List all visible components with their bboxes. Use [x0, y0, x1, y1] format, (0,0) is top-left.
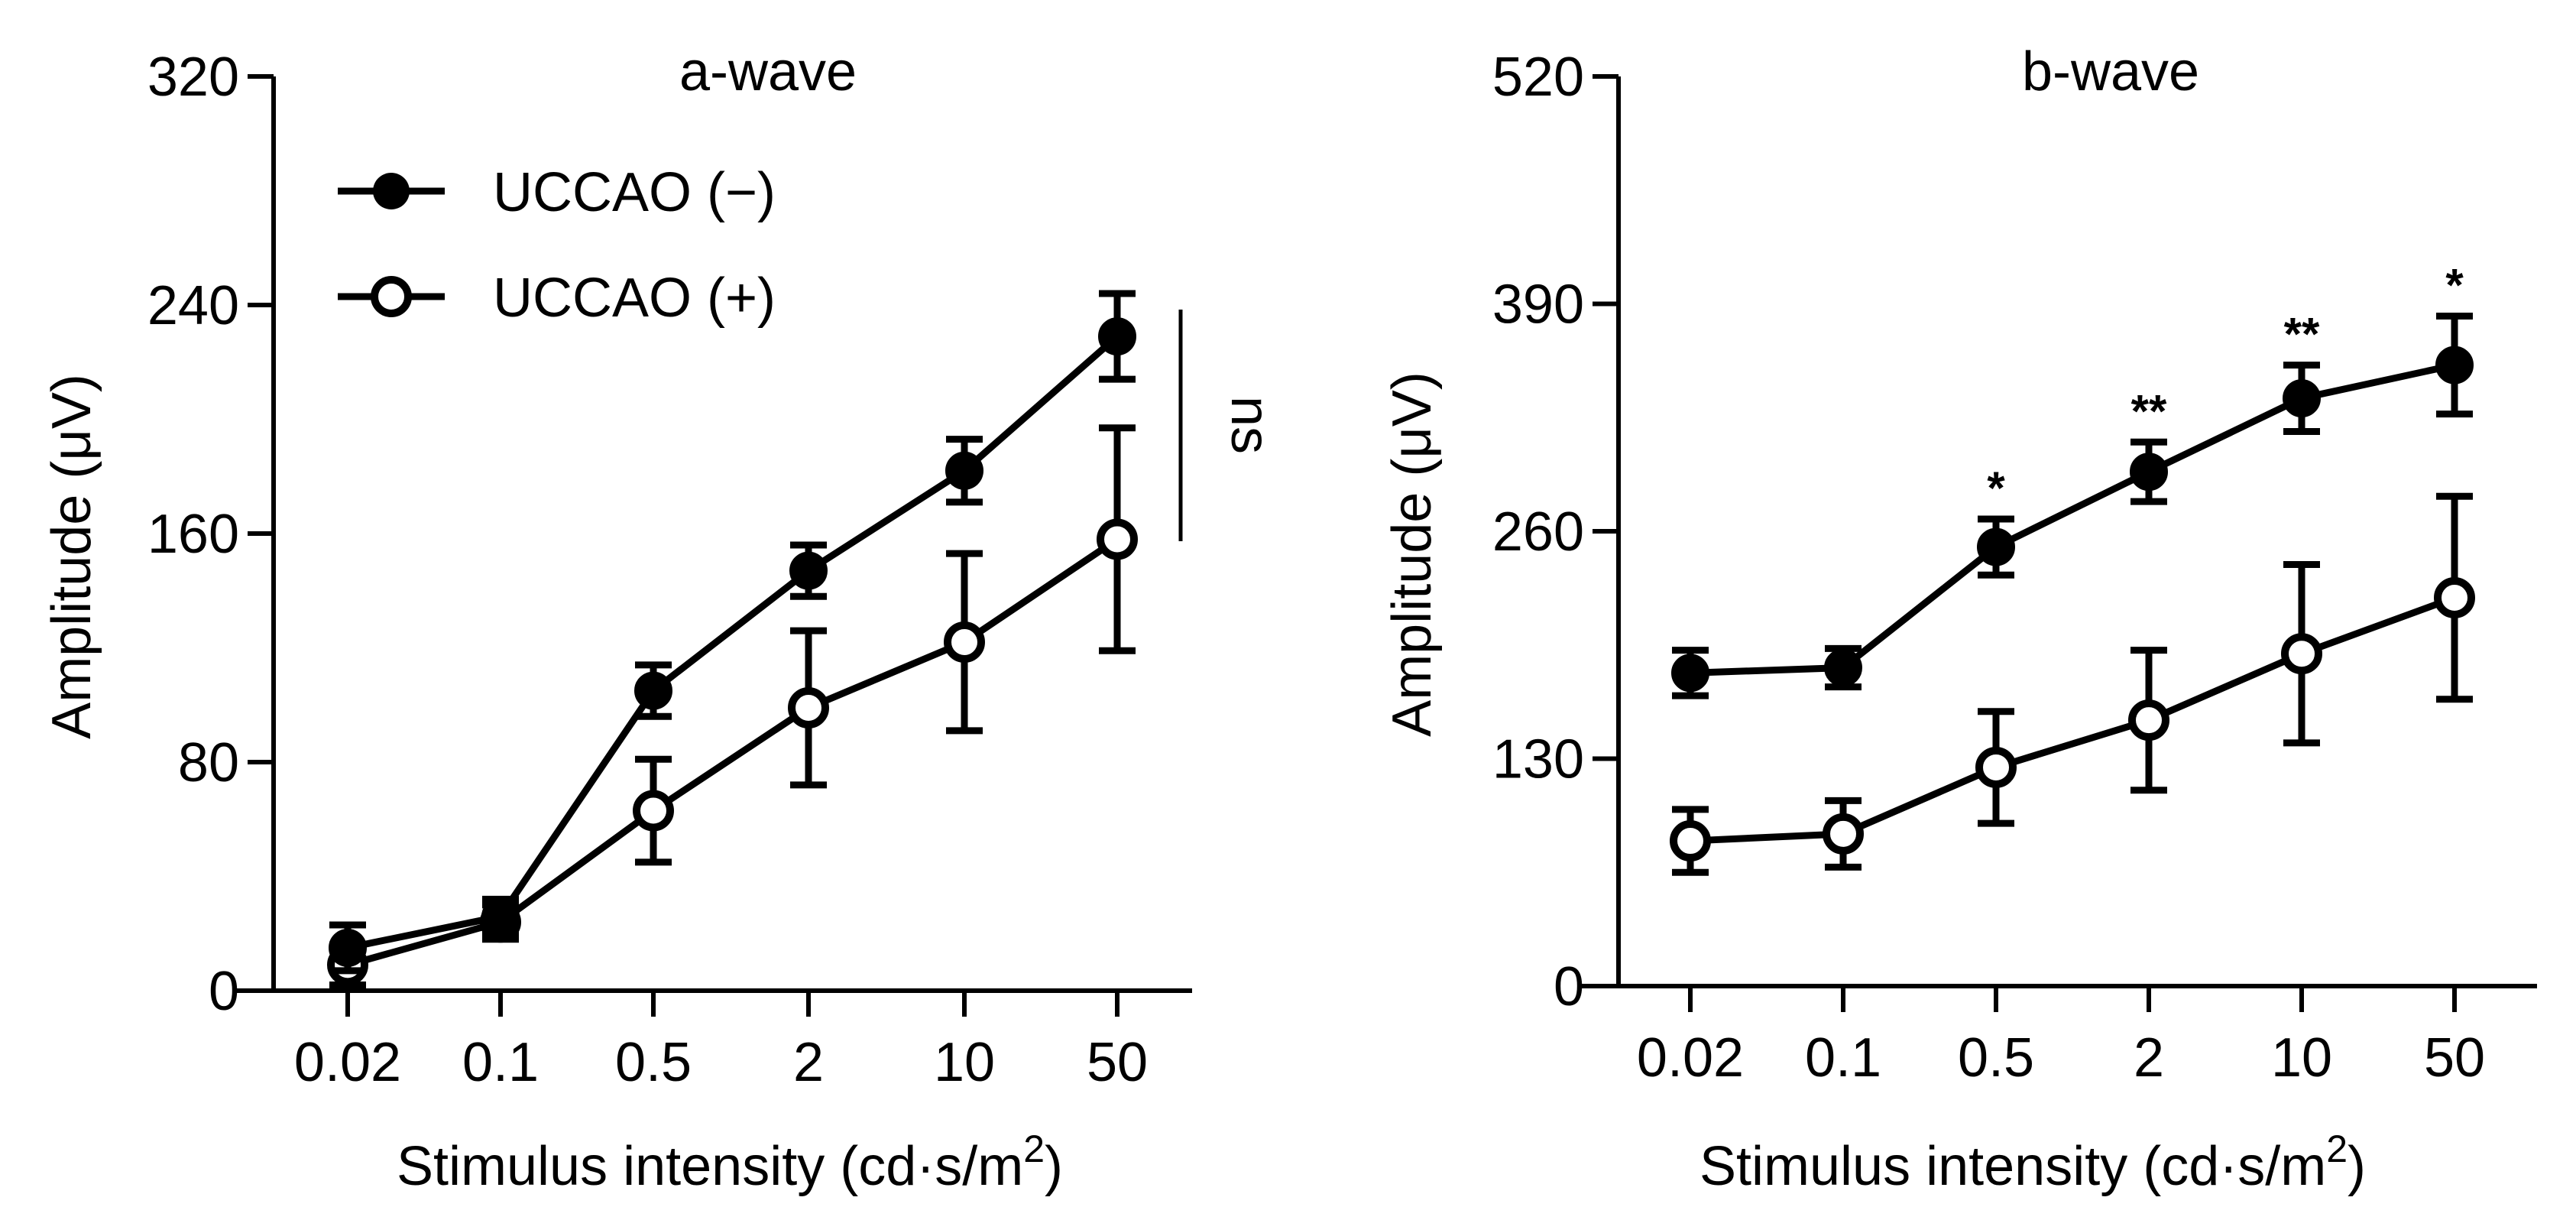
data-point-open [2128, 699, 2169, 741]
series-line-uccao-minus [347, 333, 1120, 952]
y-tick-label: 160 [147, 504, 239, 565]
data-point-filled [329, 928, 367, 967]
x-tick-label: 0.5 [615, 1032, 692, 1093]
x-tick-label: 0.1 [462, 1032, 539, 1093]
y-tick-label: 520 [1492, 47, 1584, 108]
data-point-filled [2130, 453, 2168, 492]
data-point-open [1975, 746, 2017, 788]
x-tick-label: 2 [2134, 1027, 2164, 1089]
data-point-open [1823, 813, 1864, 855]
legend-label: UCCAO (+) [493, 268, 776, 329]
data-point-filled [481, 897, 520, 936]
significance-mark: * [1987, 462, 2005, 514]
panel-title: a-wave [679, 41, 857, 102]
panel-a-wave: 0 80 160 240 320 0.02 0.1 0.5 2 10 50 a-wave Amplitu… [41, 41, 1281, 1197]
y-tick-label: 260 [1492, 501, 1584, 563]
y-tick-label: 130 [1492, 729, 1584, 790]
y-tick-label: 0 [1554, 956, 1584, 1017]
significance-mark: * [2445, 260, 2464, 311]
series-line-uccao-plus [1690, 594, 2456, 845]
x-tick-label: 0.5 [1958, 1027, 2034, 1089]
x-tick-label: 10 [934, 1032, 995, 1093]
series-line-uccao-plus [346, 536, 1120, 969]
data-point-filled [2435, 346, 2474, 384]
y-tick-label: 390 [1492, 274, 1584, 336]
series-line-uccao-minus [1690, 362, 2455, 677]
x-axis-title-sup: 2 [1023, 1128, 1045, 1170]
data-point-filled [1977, 527, 2015, 566]
x-axis-title-end: ) [2348, 1136, 2366, 1197]
data-point-open [944, 621, 985, 664]
y-tick-label: 320 [147, 47, 239, 108]
x-tick-label: 50 [1087, 1032, 1148, 1093]
x-tick-label: 0.1 [1805, 1027, 1881, 1089]
data-point-open [633, 790, 674, 832]
x-axis-title: Stimulus intensity (cd·s/m2) [1700, 1128, 2366, 1197]
x-axis-title-end: ) [1045, 1136, 1063, 1197]
data-point-open [2434, 576, 2475, 618]
legend-marker-filled [373, 173, 410, 209]
data-point-filled [2283, 379, 2321, 418]
x-axis-title-sup: 2 [2326, 1128, 2348, 1170]
x-tick-label: 2 [793, 1032, 824, 1093]
y-axis-title: Amplitude (μV) [1382, 372, 1443, 737]
panel-title: b-wave [2022, 41, 2199, 102]
data-point-filled [1824, 648, 1862, 687]
data-point-open [788, 686, 829, 728]
ns-annotation: ns [1220, 396, 1281, 454]
panel-b-wave: 0 130 260 390 520 0.02 0.1 0.5 2 10 50 b-wave Amplit… [1382, 41, 2537, 1197]
data-point-filled [945, 451, 983, 490]
legend-label: UCCAO (−) [493, 162, 776, 223]
data-point-open [1097, 518, 1138, 560]
x-axis-title-main: Stimulus intensity (cd·s/m [1700, 1136, 2326, 1197]
x-tick-label: 50 [2424, 1027, 2485, 1089]
data-point-open [2281, 633, 2322, 675]
y-axis-title: Amplitude (μV) [41, 374, 102, 739]
data-point-filled [1671, 654, 1709, 693]
legend: UCCAO (−) UCCAO (+) [338, 162, 776, 329]
y-tick-label: 80 [178, 732, 239, 793]
data-point-filled [634, 671, 672, 710]
data-point-open [1670, 820, 1711, 862]
x-axis-title-main: Stimulus intensity (cd·s/m [397, 1136, 1023, 1197]
x-axis-title: Stimulus intensity (cd·s/m2) [397, 1128, 1063, 1197]
data-point-filled [1098, 317, 1136, 356]
data-point-filled [789, 551, 828, 590]
x-tick-label: 0.02 [294, 1032, 401, 1093]
significance-mark: ** [2284, 309, 2320, 360]
y-tick-label: 240 [147, 275, 239, 336]
y-tick-label: 0 [209, 961, 239, 1022]
legend-marker-open [371, 276, 412, 317]
x-tick-label: 10 [2271, 1027, 2332, 1089]
x-tick-label: 0.02 [1637, 1027, 1744, 1089]
significance-mark: ** [2131, 385, 2167, 436]
